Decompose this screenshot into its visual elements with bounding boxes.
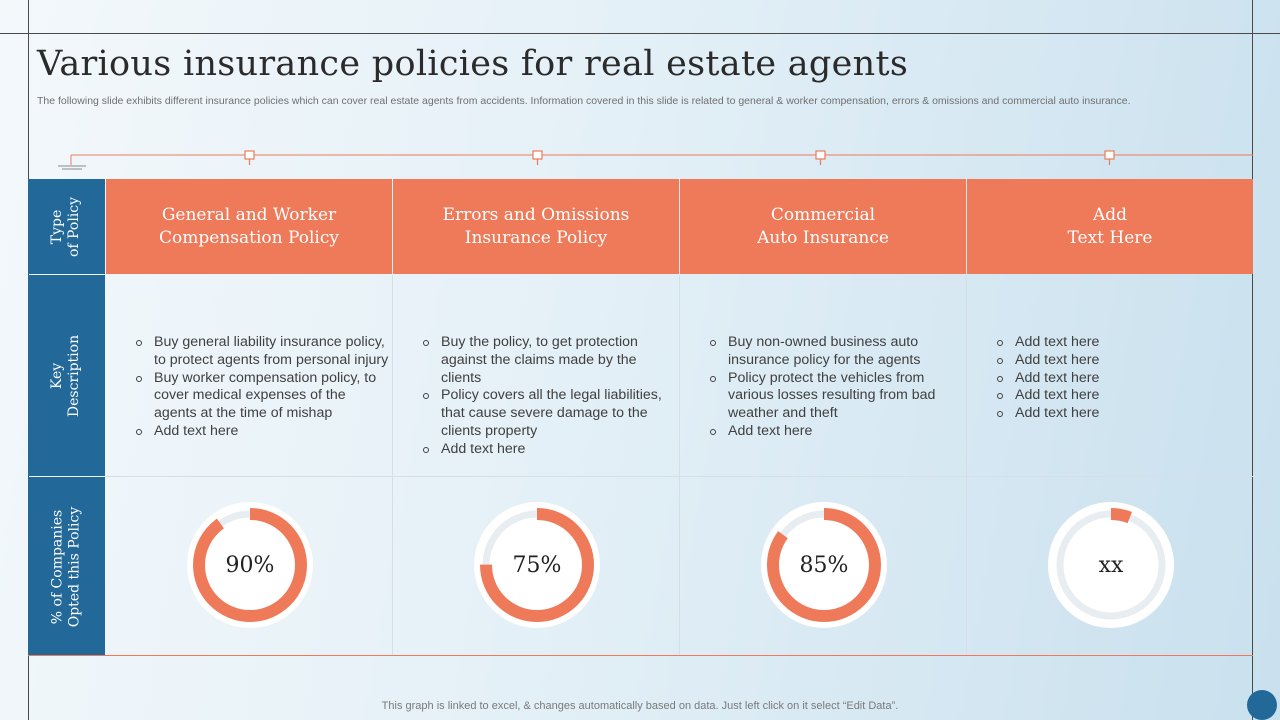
description-cell-3: Buy non-owned business auto insurance po… bbox=[680, 275, 966, 476]
timeline-node-4 bbox=[1104, 150, 1115, 165]
slide-title: Various insurance policies for real esta… bbox=[37, 44, 909, 84]
bullet-list: Buy the policy, to get protection agains… bbox=[423, 334, 679, 459]
bullet-item: Add text here bbox=[997, 334, 1099, 352]
bullet-item: Buy the policy, to get protection agains… bbox=[423, 334, 679, 387]
corner-decoration-circle bbox=[1247, 690, 1277, 720]
bullet-item: Policy covers all the legal liabilities,… bbox=[423, 387, 679, 440]
donut-background bbox=[1048, 502, 1174, 628]
bullet-item: Buy non-owned business auto insurance po… bbox=[710, 334, 966, 370]
timeline-connector bbox=[58, 150, 1253, 170]
row-header-companies: % of Companies Opted this Policy bbox=[28, 477, 105, 656]
description-cell-4: Add text here Add text here Add text her… bbox=[967, 275, 1253, 476]
row-header-type-label: Type of Policy bbox=[49, 196, 83, 257]
description-cell-1: Buy general liability insurance policy, … bbox=[106, 275, 392, 476]
timeline-node-2 bbox=[532, 150, 543, 165]
column-divider-3 bbox=[966, 275, 967, 655]
row-header-description-label: Key Description bbox=[49, 334, 83, 417]
bullet-item: Add text here bbox=[997, 370, 1099, 388]
table-bottom-line bbox=[28, 655, 1253, 656]
bullet-item: Add text here bbox=[136, 423, 392, 441]
row-header-type: Type of Policy bbox=[28, 179, 105, 274]
policy-table: Type of Policy Key Description % of Comp… bbox=[28, 179, 1253, 656]
policy-header-2: Errors and Omissions Insurance Policy bbox=[393, 179, 679, 274]
donut-background bbox=[474, 502, 600, 628]
bullet-item: Buy general liability insurance policy, … bbox=[136, 334, 392, 370]
donut-arc bbox=[1054, 508, 1168, 622]
description-cell-2: Buy the policy, to get protection agains… bbox=[393, 275, 679, 476]
donut-value-2: 75% bbox=[512, 552, 562, 578]
bullet-item: Add text here bbox=[997, 405, 1099, 423]
donut-value-3: 85% bbox=[799, 552, 849, 578]
donut-arc bbox=[767, 508, 881, 622]
bullet-list: Buy non-owned business auto insurance po… bbox=[710, 334, 966, 441]
frame-top-line bbox=[0, 33, 1280, 34]
donut-chart-1 bbox=[187, 502, 313, 628]
footer-note: This graph is linked to excel, & changes… bbox=[381, 700, 899, 712]
column-divider-1 bbox=[392, 275, 393, 655]
donut-value-1: 90% bbox=[225, 552, 275, 578]
donut-background bbox=[187, 502, 313, 628]
timeline-node-3 bbox=[815, 150, 826, 165]
donut-cell-4: xx bbox=[967, 478, 1253, 655]
bullet-item: Add text here bbox=[710, 423, 966, 441]
row-header-description: Key Description bbox=[28, 275, 105, 476]
bullet-list: Add text here Add text here Add text her… bbox=[997, 334, 1099, 423]
donut-arc bbox=[480, 508, 594, 622]
bullet-item: Add text here bbox=[997, 352, 1099, 370]
donut-value-4: xx bbox=[1098, 552, 1124, 578]
bullet-item: Add text here bbox=[997, 387, 1099, 405]
column-divider-2 bbox=[679, 275, 680, 655]
bullet-item: Policy protect the vehicles from various… bbox=[710, 370, 966, 423]
row-header-companies-label: % of Companies Opted this Policy bbox=[49, 506, 83, 627]
policy-header-1: General and Worker Compensation Policy bbox=[106, 179, 392, 274]
donut-cell-1: 90% bbox=[106, 478, 392, 655]
donut-arc bbox=[193, 508, 307, 622]
donut-cell-2: 75% bbox=[393, 478, 679, 655]
donut-cell-3: 85% bbox=[680, 478, 966, 655]
donut-chart-3 bbox=[761, 502, 887, 628]
policy-header-3: Commercial Auto Insurance bbox=[680, 179, 966, 274]
bullet-item: Buy worker compensation policy, to cover… bbox=[136, 370, 392, 423]
bullet-list: Buy general liability insurance policy, … bbox=[136, 334, 392, 441]
donut-chart-4 bbox=[1048, 502, 1174, 628]
timeline-node-1 bbox=[244, 150, 255, 165]
frame-right-line bbox=[1252, 0, 1253, 720]
row-divider bbox=[106, 476, 1253, 477]
donut-background bbox=[761, 502, 887, 628]
policy-header-4: Add Text Here bbox=[967, 179, 1253, 274]
bullet-item: Add text here bbox=[423, 441, 679, 459]
donut-chart-2 bbox=[474, 502, 600, 628]
slide-subtitle: The following slide exhibits different i… bbox=[37, 95, 1131, 107]
